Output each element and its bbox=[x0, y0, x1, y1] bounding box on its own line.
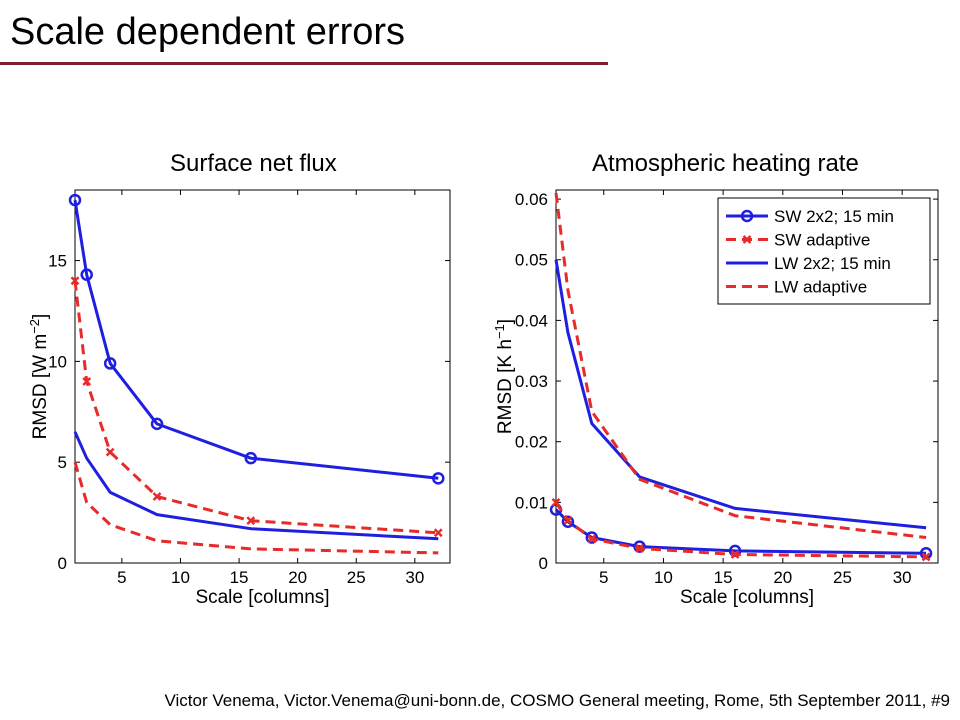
left-series-1-line bbox=[73, 280, 439, 535]
right-y-axis-label: RMSD [K h−1] bbox=[492, 319, 516, 434]
right-series-3-line bbox=[554, 192, 927, 539]
left-series-3-line bbox=[73, 461, 439, 555]
left-series-0-point bbox=[103, 357, 117, 370]
right-y-tick-label: 0.06 bbox=[515, 190, 548, 209]
right-y-tick-label: 0.01 bbox=[515, 493, 548, 512]
right-chart-title: Atmospheric heating rate bbox=[592, 150, 859, 177]
left-y-tick-label: 0 bbox=[58, 554, 67, 573]
legend-marker bbox=[740, 209, 754, 223]
legend-entry-label: LW adaptive bbox=[774, 278, 867, 297]
left-x-tick-label: 15 bbox=[230, 568, 249, 587]
right-series-1-point bbox=[563, 516, 573, 525]
slide-title: Scale dependent errors bbox=[10, 11, 406, 53]
left-y-tick-label: 5 bbox=[58, 453, 67, 472]
left-series-0-line bbox=[73, 199, 439, 480]
left-series-0-point bbox=[80, 268, 93, 281]
left-series-1-point bbox=[246, 516, 256, 526]
right-series-0-point bbox=[633, 540, 646, 553]
right-x-tick-label: 30 bbox=[893, 568, 912, 587]
left-series-1-point bbox=[82, 377, 92, 386]
legend-entry-label: SW adaptive bbox=[774, 231, 870, 250]
right-series-1-point bbox=[635, 544, 644, 553]
left-x-tick-label: 25 bbox=[347, 568, 366, 587]
left-series-1-point bbox=[152, 492, 162, 501]
left-y-tick-label: 15 bbox=[48, 252, 67, 271]
right-chart: 5 10 15 20 25 30 0 0.01 0.02 0.03 0.04 0.05 0.06 Scal… bbox=[492, 189, 939, 608]
right-y-tick-label: 0 bbox=[539, 554, 548, 573]
slide-footer: Victor Venema, Victor.Venema@uni-bonn.de… bbox=[164, 691, 950, 710]
right-series-0-point bbox=[561, 515, 575, 529]
left-series-1-point bbox=[105, 447, 115, 457]
right-y-tick-label: 0.03 bbox=[515, 372, 548, 391]
right-x-tick-label: 25 bbox=[833, 568, 852, 587]
left-x-axis-label: Scale [columns] bbox=[195, 587, 329, 608]
left-x-tick-label: 10 bbox=[171, 568, 190, 587]
legend: SW 2x2; 15 min SW adaptive LW 2x2; 15 min L… bbox=[717, 197, 931, 305]
legend-entry-label: SW 2x2; 15 min bbox=[774, 207, 894, 226]
left-series-0-point bbox=[244, 451, 258, 465]
title-underline bbox=[0, 62, 608, 65]
right-x-axis-label: Scale [columns] bbox=[680, 587, 814, 608]
legend-entry-label: LW 2x2; 15 min bbox=[774, 254, 891, 273]
right-series-1-point bbox=[587, 534, 597, 544]
right-series-1-point bbox=[730, 550, 740, 559]
right-series-0-point bbox=[585, 531, 599, 544]
right-y-tick-label: 0.04 bbox=[515, 311, 548, 330]
left-series-0-point bbox=[432, 472, 445, 485]
left-x-tick-label: 5 bbox=[117, 568, 126, 587]
left-series-2-line bbox=[73, 431, 439, 541]
left-chart-title: Surface net flux bbox=[170, 150, 337, 177]
left-y-tick-label: 10 bbox=[48, 352, 67, 371]
right-x-tick-label: 20 bbox=[773, 568, 792, 587]
left-plot-frame bbox=[74, 189, 451, 564]
left-y-axis-label: RMSD [W m−2] bbox=[27, 314, 51, 440]
left-x-tick-label: 20 bbox=[288, 568, 307, 587]
right-series-1-point bbox=[551, 497, 561, 507]
left-series-0-point bbox=[150, 417, 164, 431]
right-x-tick-label: 15 bbox=[714, 568, 733, 587]
left-series-1-point bbox=[70, 276, 80, 286]
right-y-tick-label: 0.02 bbox=[515, 433, 548, 452]
right-x-tick-label: 5 bbox=[599, 568, 608, 587]
right-series-1-point bbox=[921, 552, 931, 562]
right-y-tick-label: 0.05 bbox=[515, 251, 548, 270]
right-series-2-line bbox=[554, 259, 927, 530]
right-x-tick-label: 10 bbox=[654, 568, 673, 587]
left-series-1-point bbox=[433, 528, 443, 538]
left-series-0-point bbox=[68, 193, 82, 207]
left-x-tick-label: 30 bbox=[405, 568, 424, 587]
legend-marker bbox=[742, 235, 752, 244]
